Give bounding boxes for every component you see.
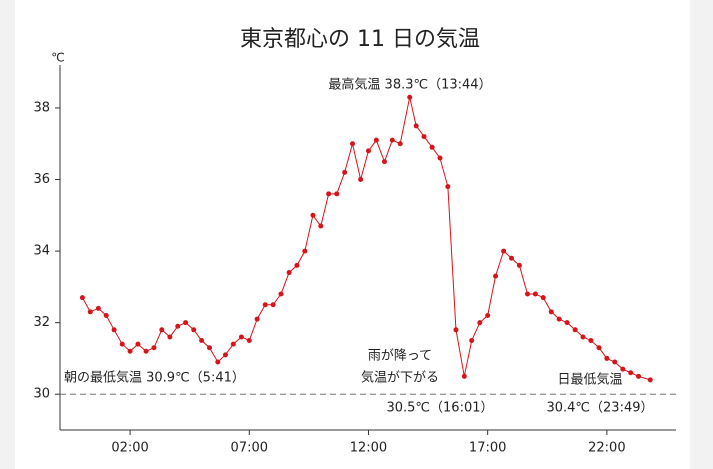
point — [636, 373, 642, 379]
point — [103, 312, 109, 318]
point — [493, 273, 499, 279]
point — [167, 334, 173, 340]
point — [95, 305, 101, 311]
point — [183, 320, 189, 326]
point — [628, 370, 634, 376]
point — [135, 341, 141, 347]
point — [548, 309, 554, 315]
point — [127, 348, 133, 354]
point — [294, 262, 300, 268]
point — [477, 320, 483, 326]
point — [453, 327, 459, 333]
x-tick-label: 22:00 — [588, 441, 625, 456]
point — [620, 366, 626, 372]
point — [604, 355, 610, 361]
point — [365, 148, 371, 154]
y-tick-label: 38 — [33, 100, 50, 115]
point — [397, 141, 403, 147]
point — [262, 302, 268, 308]
chart-title: 東京都心の 11 日の気温 — [240, 27, 480, 52]
point — [310, 212, 316, 218]
point — [286, 270, 292, 276]
card — [15, 0, 690, 469]
y-tick-label: 32 — [33, 315, 50, 330]
point — [588, 338, 594, 344]
point — [206, 345, 212, 351]
point — [318, 223, 324, 229]
point — [191, 327, 197, 333]
point — [326, 191, 332, 197]
point — [270, 302, 276, 308]
point — [143, 348, 149, 354]
x-tick-label: 12:00 — [350, 441, 387, 456]
point — [509, 255, 515, 261]
point — [540, 295, 546, 301]
point — [175, 323, 181, 329]
point — [151, 345, 157, 351]
point — [469, 338, 475, 344]
point — [580, 334, 586, 340]
y-tick-label: 30 — [33, 387, 50, 402]
annotation: 日最低気温 — [557, 372, 622, 388]
x-tick-label: 17:00 — [469, 441, 506, 456]
point — [87, 309, 93, 315]
point — [485, 312, 491, 318]
x-tick-label: 07:00 — [231, 441, 268, 456]
annotation: 30.4℃（23:49） — [546, 401, 653, 416]
point — [437, 155, 443, 161]
y-unit: ℃ — [51, 51, 64, 65]
point — [350, 141, 356, 147]
point — [79, 295, 85, 301]
point — [358, 177, 364, 183]
point — [222, 352, 228, 358]
point — [119, 341, 125, 347]
point — [159, 327, 165, 333]
point — [302, 248, 308, 254]
point — [334, 191, 340, 197]
point — [254, 316, 260, 322]
point — [516, 262, 522, 268]
point — [445, 184, 451, 190]
point — [238, 334, 244, 340]
point — [572, 327, 578, 333]
point — [564, 320, 570, 326]
point — [501, 248, 507, 254]
point — [111, 327, 117, 333]
point — [421, 134, 427, 140]
point — [413, 123, 419, 129]
point — [429, 144, 435, 150]
point — [612, 359, 618, 365]
point — [215, 359, 221, 365]
point — [532, 291, 538, 297]
y-tick-label: 36 — [33, 172, 50, 187]
point — [278, 291, 284, 297]
point — [461, 373, 467, 379]
x-tick-label: 02:00 — [111, 441, 148, 456]
annotation: 朝の最低気温 30.9℃（5:41） — [64, 370, 245, 386]
point — [524, 291, 530, 297]
point — [407, 94, 413, 100]
annotation: 最高気温 38.3℃（13:44） — [328, 77, 491, 93]
point — [373, 137, 379, 143]
point — [556, 316, 562, 322]
annotation: 気温が下がる — [361, 370, 439, 386]
point — [647, 377, 653, 383]
point — [199, 338, 205, 344]
annotation: 雨が降って — [368, 349, 432, 364]
point — [596, 345, 602, 351]
y-tick-label: 34 — [33, 244, 50, 259]
point — [342, 169, 348, 175]
point — [246, 338, 252, 344]
annotation: 30.5℃（16:01） — [386, 401, 493, 416]
point — [389, 137, 395, 143]
point — [381, 159, 387, 165]
point — [230, 341, 236, 347]
